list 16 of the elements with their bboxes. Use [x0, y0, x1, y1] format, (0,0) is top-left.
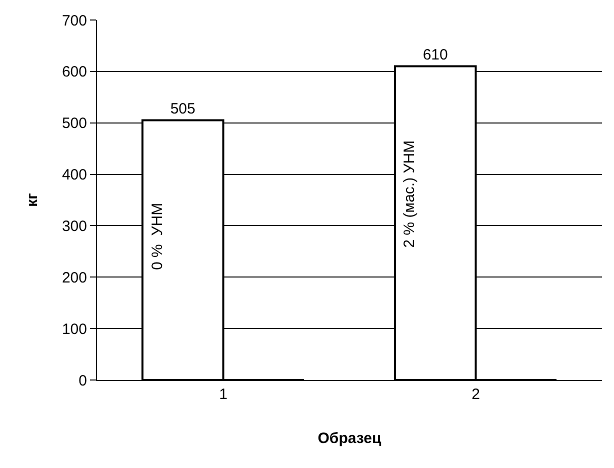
- y-axis-title: кг: [24, 193, 42, 207]
- y-tick-label: 300: [62, 218, 87, 235]
- y-tick-label: 600: [62, 64, 87, 81]
- x-axis-title: Образец: [318, 430, 382, 447]
- y-tick-label: 0: [78, 372, 87, 390]
- x-tick-label: 2: [472, 386, 480, 403]
- y-tick-label: 100: [62, 320, 87, 338]
- y-tick-label: 200: [62, 269, 87, 286]
- x-tick-label: 1: [219, 386, 228, 403]
- data-label: 505: [170, 100, 196, 118]
- data-label: 610: [422, 46, 448, 64]
- annotation: 2 % (мас.) УНМ: [401, 140, 418, 248]
- annotation: 0 % УНМ: [148, 202, 166, 270]
- y-tick-label: 500: [62, 115, 87, 132]
- y-tick-label: 700: [62, 12, 87, 30]
- y-tick-label: 400: [62, 166, 87, 184]
